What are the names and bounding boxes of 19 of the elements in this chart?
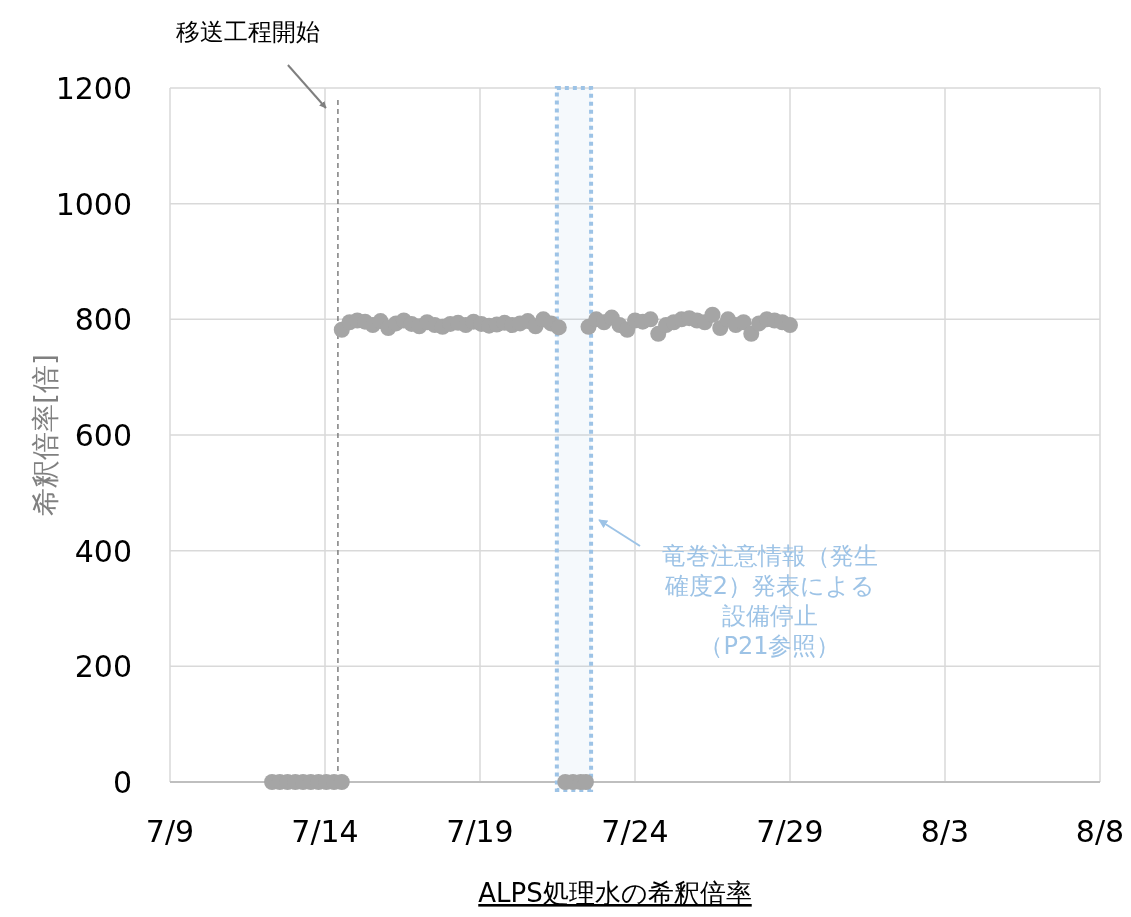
x-tick-label: 7/19 (446, 814, 514, 849)
y-tick-label: 400 (74, 533, 132, 569)
x-axis-title: ALPS処理水の希釈倍率 (478, 878, 752, 908)
y-tick-label: 0 (112, 765, 132, 800)
y-tick-label: 1000 (55, 186, 132, 222)
y-tick-label: 200 (74, 649, 132, 685)
x-tick-label: 7/9 (145, 814, 195, 849)
y-tick-label: 600 (74, 418, 132, 453)
band-label: 竜巻注意情報（発生確度2）発表による設備停止 (662, 542, 878, 630)
x-tick-label: 7/29 (756, 814, 824, 849)
y-tick-label: 800 (74, 302, 132, 338)
x-tick-label: 8/3 (920, 814, 970, 849)
x-tick-label: 8/8 (1075, 814, 1125, 849)
y-tick-label: 1200 (55, 71, 132, 106)
y-axis-title: 希釈倍率[倍] (29, 354, 62, 516)
annotation: （P21参照） (699, 632, 841, 660)
x-tick-label: 7/14 (291, 814, 359, 849)
ref-line-label: 移送工程開始 (175, 18, 320, 46)
x-tick-label: 7/24 (601, 814, 669, 849)
